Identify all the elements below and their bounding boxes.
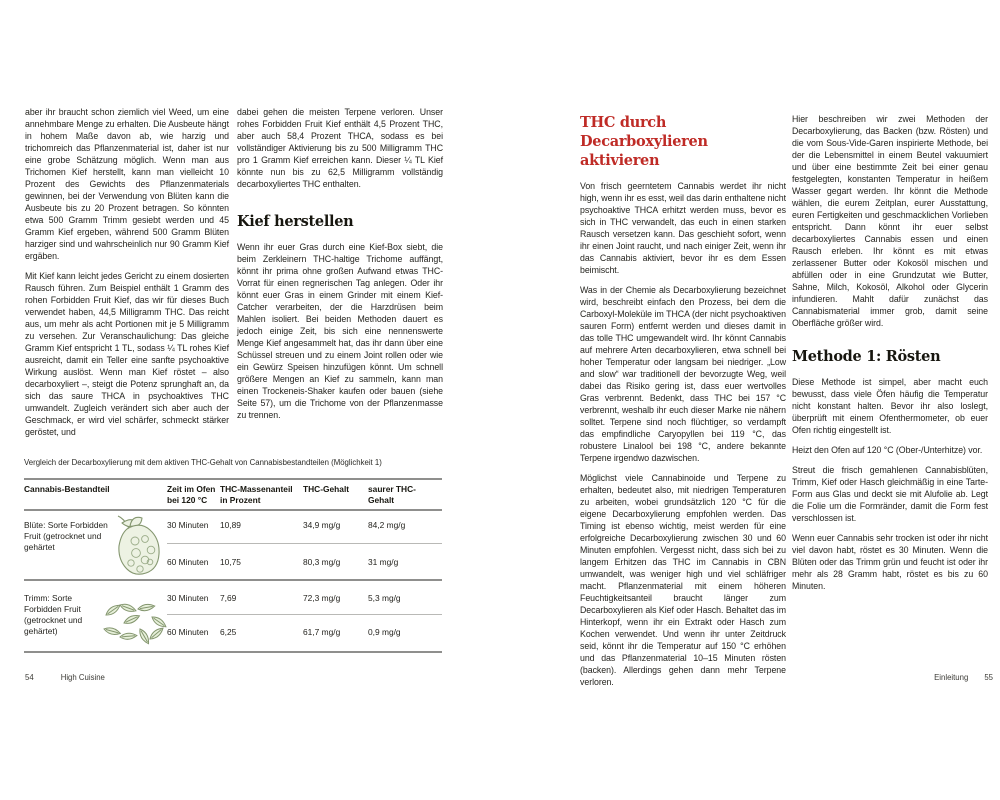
page-number-right: 55 [984, 673, 993, 682]
body-paragraph: Diese Methode ist simpel, aber macht euc… [792, 377, 988, 435]
table-cell-time: 30 Minuten [167, 520, 209, 530]
left-page-column-1: aber ihr braucht schon ziemlich viel Wee… [25, 106, 229, 446]
table-cell-mass: 7,69 [220, 593, 237, 603]
cannabis-bud-icon [117, 515, 160, 575]
table-header-time: Zeit im Ofen bei 120 °C [167, 484, 216, 505]
right-footer: Einleitung 55 [792, 673, 993, 682]
table-header-acid: saurer THC-Gehalt [368, 484, 416, 505]
table-cell-mass: 6,25 [220, 627, 237, 637]
table-cell-acid: 84,2 mg/g [368, 520, 406, 530]
book-title: High Cuisine [60, 673, 105, 682]
body-paragraph: aber ihr braucht schon ziemlich viel Wee… [25, 107, 229, 261]
table-rule [24, 579, 442, 581]
body-paragraph: Wenn ihr euer Gras durch eine Kief-Box s… [237, 242, 443, 420]
table-rule [24, 478, 442, 480]
cannabis-leaves-icon [103, 603, 167, 645]
section-heading-methode-1: Methode 1: Rösten [792, 348, 941, 365]
body-paragraph: Möglichst viele Cannabinoide und Terpene… [580, 473, 786, 687]
chapter-title: Einleitung [934, 673, 969, 682]
table-header-thc: THC-Gehalt [303, 484, 350, 494]
table-header-mass: THC-Massenanteil in Prozent [220, 484, 293, 505]
body-paragraph: Was in der Chemie als Decarboxylierung b… [580, 285, 786, 463]
decarboxylation-table: Vergleich der Decarboxylierung mit dem a… [24, 457, 442, 657]
table-cell-acid: 0,9 mg/g [368, 627, 401, 637]
table-rule [24, 509, 442, 511]
body-paragraph: Heizt den Ofen auf 120 °C (Ober-/Unterhi… [792, 445, 983, 455]
table-rule [24, 651, 442, 653]
body-paragraph: Hier beschreiben wir zwei Methoden der D… [792, 114, 988, 328]
table-cell-component: Trimm: Sorte Forbidden Fruit (getrocknet… [24, 593, 83, 636]
table-caption: Vergleich der Decarboxylierung mit dem a… [24, 458, 382, 467]
body-paragraph: dabei gehen die meisten Terpene verloren… [237, 107, 443, 189]
table-cell-thc: 72,3 mg/g [303, 593, 341, 603]
left-footer: 54 High Cuisine [25, 673, 105, 682]
table-cell-acid: 5,3 mg/g [368, 593, 401, 603]
body-paragraph: Wenn euer Cannabis sehr trocken ist oder… [792, 533, 988, 591]
table-cell-thc: 80,3 mg/g [303, 557, 341, 567]
body-paragraph: Mit Kief kann leicht jedes Gericht zu ei… [25, 271, 229, 437]
body-paragraph: Streut die frisch gemahlenen Cannabisblü… [792, 465, 988, 523]
table-cell-acid: 31 mg/g [368, 557, 399, 567]
table-cell-time: 60 Minuten [167, 627, 209, 637]
left-page-column-2: dabei gehen die meisten Terpene verloren… [237, 106, 443, 429]
table-cell-mass: 10,89 [220, 520, 241, 530]
table-cell-thc: 61,7 mg/g [303, 627, 341, 637]
table-cell-component: Blüte: Sorte Forbidden Fruit (getrocknet… [24, 520, 108, 552]
table-cell-mass: 10,75 [220, 557, 241, 567]
body-paragraph: Von frisch geerntetem Cannabis werdet ih… [580, 181, 786, 275]
table-header-component: Cannabis-Bestandteil [24, 484, 110, 494]
table-cell-time: 30 Minuten [167, 593, 209, 603]
table-cell-time: 60 Minuten [167, 557, 209, 567]
right-page-column-2: Hier beschreiben wir zwei Methoden der D… [792, 113, 988, 600]
right-page-column-1: THC durch Decarboxylieren aktivieren Von… [580, 113, 786, 696]
table-inner-divider [167, 614, 442, 615]
chapter-heading-decarboxylieren: THC durch Decarboxylieren aktivieren [580, 114, 708, 169]
table-cell-thc: 34,9 mg/g [303, 520, 341, 530]
table-inner-divider [167, 543, 442, 544]
section-heading-kief-herstellen: Kief herstellen [237, 213, 354, 230]
page-number-left: 54 [25, 673, 34, 682]
